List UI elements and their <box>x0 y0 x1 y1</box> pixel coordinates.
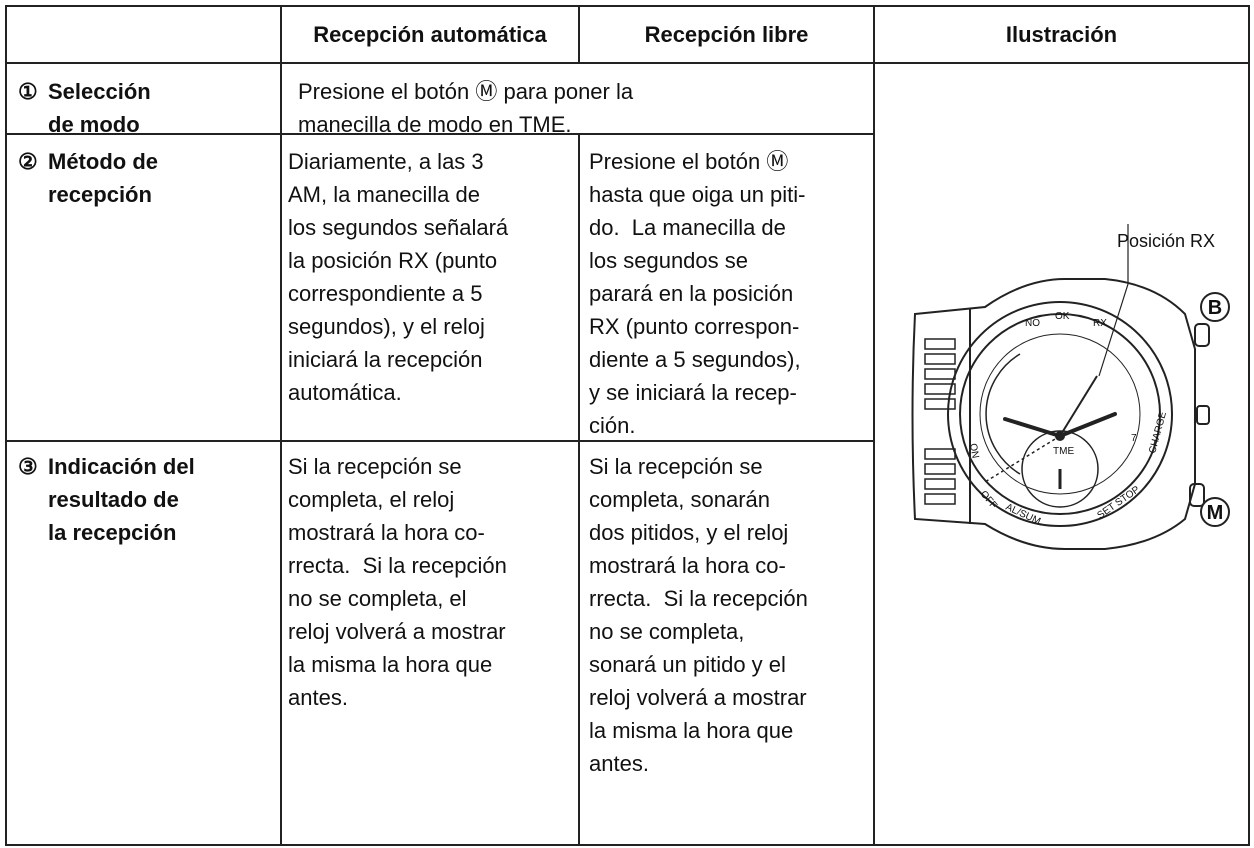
cell-text: la misma la hora que <box>589 718 794 743</box>
cell-text: reloj volverá a mostrar <box>589 685 807 710</box>
cell-text: la misma la hora que <box>288 652 493 677</box>
cell-text: AM, la manecilla de <box>288 182 480 207</box>
row-label: recepción <box>48 182 152 207</box>
dial-label: 7 <box>1131 433 1137 444</box>
header-cell: Ilustración <box>1005 22 1118 47</box>
cell-text: no se completa, el <box>288 586 467 611</box>
dial-label: TME <box>1053 446 1074 457</box>
cell-text: antes. <box>288 685 348 710</box>
dial-label: OK <box>1055 311 1070 322</box>
cell-text: completa, sonarán <box>589 487 770 512</box>
dial-label: OFF <box>978 489 999 511</box>
row-number: ③ <box>18 454 38 479</box>
cell-text: automática. <box>288 380 402 405</box>
cell-text: ción. <box>589 413 636 438</box>
cell-text: Presione el botón Ⓜ <box>589 149 789 174</box>
row-label: Indicación del <box>48 454 195 479</box>
row-label: la recepción <box>48 520 177 545</box>
row-label: Método de <box>48 149 158 174</box>
border <box>5 5 7 846</box>
cell-text: los segundos señalará <box>288 215 509 240</box>
cell-text: do. La manecilla de <box>589 215 786 240</box>
column-line <box>578 5 580 63</box>
column-line <box>578 133 580 846</box>
row-label: resultado de <box>48 487 179 512</box>
cell-text: Si la recepción se <box>288 454 462 479</box>
row-label: de modo <box>48 112 140 137</box>
header-cell: Recepción libre <box>644 22 809 47</box>
cell-text: correspondiente a 5 <box>288 281 483 306</box>
cell-text: dos pitidos, y el reloj <box>589 520 789 545</box>
cell-text: manecilla de modo en TME. <box>298 112 572 137</box>
row-line <box>5 62 1250 64</box>
header-cell: Recepción automática <box>313 22 547 47</box>
column-line <box>280 5 282 846</box>
cell-text: completa, el reloj <box>288 487 455 512</box>
border <box>5 844 1250 846</box>
cell-text: rrecta. Si la recepción <box>288 553 507 578</box>
cell-text: Diariamente, a las 3 <box>288 149 484 174</box>
row-line <box>5 440 875 442</box>
column-line <box>873 5 875 846</box>
cell-text: parará en la posición <box>589 281 794 306</box>
watch-illustration: Posición RX B M NO OK RX CHARGE ON OFF A… <box>911 224 1230 550</box>
cell-text: no se completa, <box>589 619 745 644</box>
cell-text: diente a 5 segundos), <box>589 347 801 372</box>
cell-text: la posición RX (punto <box>288 248 498 273</box>
cell-text: mostrará la hora co- <box>288 520 485 545</box>
dial-label: SET STOP <box>1095 484 1142 521</box>
cell-text: sonará un pitido y el <box>589 652 786 677</box>
callout-label: Posición RX <box>1117 231 1215 251</box>
cell-text: mostrará la hora co- <box>589 553 786 578</box>
row-number: ② <box>18 149 38 174</box>
cell-text: y se iniciará la recep- <box>589 380 797 405</box>
button-label: M <box>1207 502 1224 524</box>
cell-text: RX (punto correspon- <box>589 314 800 339</box>
cell-text: iniciará la recepción <box>288 347 483 372</box>
dial-label: ON <box>967 443 980 460</box>
cell-text: Presione el botón Ⓜ para poner la <box>298 79 634 104</box>
dial-label: NO <box>1025 318 1040 329</box>
row-number: ① <box>18 79 38 104</box>
cell-text: antes. <box>589 751 649 776</box>
button-label: B <box>1208 297 1222 319</box>
cell-text: hasta que oiga un piti- <box>589 182 806 207</box>
cell-text: reloj volverá a mostrar <box>288 619 506 644</box>
row-label: Selección <box>48 79 151 104</box>
cell-text: rrecta. Si la recepción <box>589 586 808 611</box>
row-line <box>5 133 875 135</box>
dial-label: RX <box>1093 318 1107 329</box>
border <box>1248 5 1250 846</box>
cell-text: los segundos se <box>589 248 748 273</box>
border <box>5 5 1250 7</box>
cell-text: Si la recepción se <box>589 454 763 479</box>
cell-text: segundos), y el reloj <box>288 314 485 339</box>
